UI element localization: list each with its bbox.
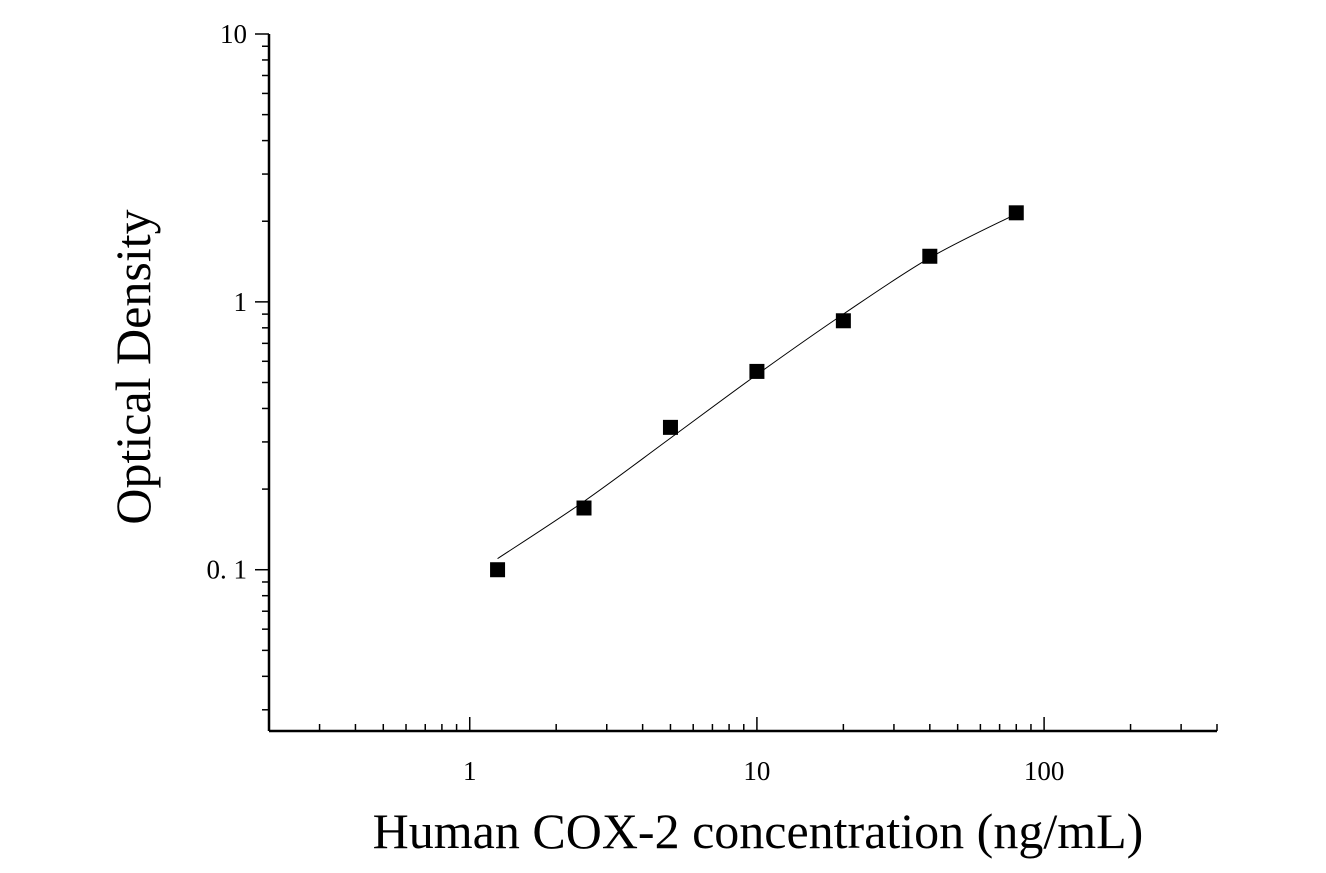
- y-tick-label: 0. 1: [207, 555, 248, 585]
- y-axis-tick-labels: 0. 1 1 10: [207, 19, 248, 585]
- y-tick-label: 10: [220, 19, 247, 49]
- data-point: [576, 500, 592, 516]
- x-axis-ticks: [268, 717, 1218, 731]
- x-tick-label: 100: [1024, 756, 1065, 786]
- data-point: [490, 562, 506, 578]
- x-tick-label: 1: [463, 756, 477, 786]
- data-point: [662, 419, 678, 435]
- data-point: [922, 248, 938, 264]
- data-point: [835, 313, 851, 329]
- data-point: [1008, 205, 1024, 221]
- data-points: [490, 205, 1024, 578]
- y-tick-label: 1: [234, 287, 248, 317]
- fit-curve: [497, 213, 1017, 560]
- axes: [267, 34, 1217, 733]
- x-axis-tick-labels: 1 10 100: [463, 756, 1064, 786]
- y-axis-ticks: [255, 33, 269, 711]
- x-axis-title: Human COX-2 concentration (ng/mL): [373, 803, 1144, 859]
- data-point: [749, 363, 765, 379]
- y-axis-title: Optical Density: [105, 209, 161, 524]
- x-tick-label: 10: [743, 756, 770, 786]
